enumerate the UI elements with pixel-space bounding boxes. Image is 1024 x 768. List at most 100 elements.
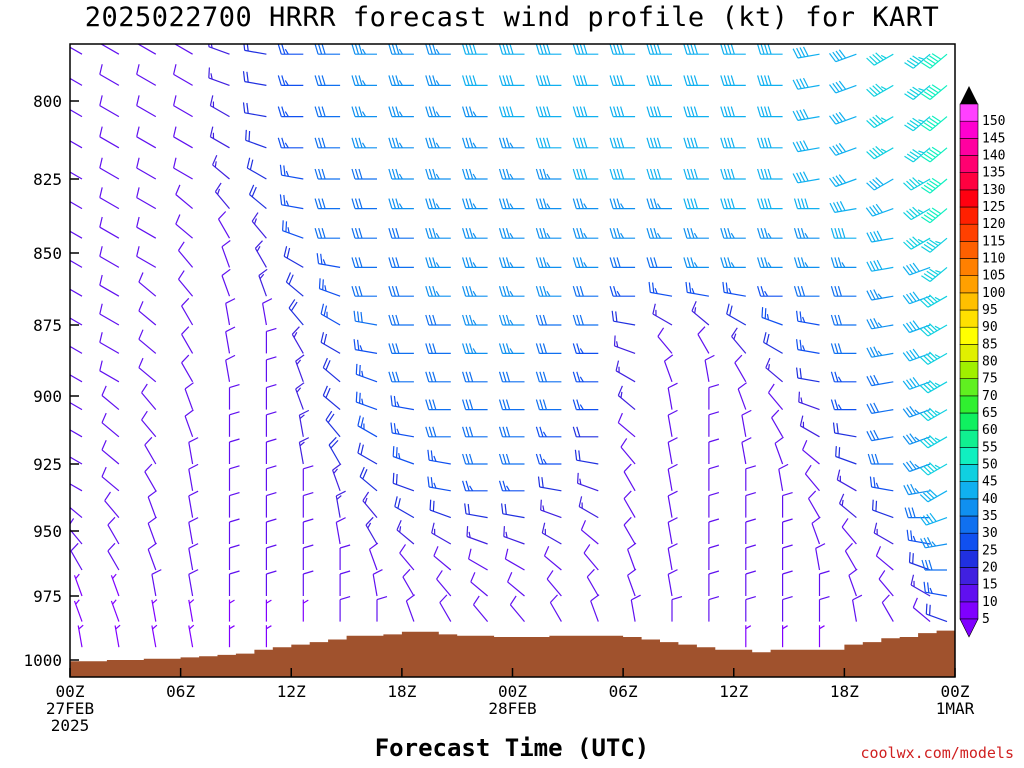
wind-barb (720, 137, 746, 149)
wind-barb (866, 318, 894, 330)
wind-barb (175, 214, 193, 239)
wind-barb (691, 301, 710, 326)
wind-barb (535, 44, 562, 55)
wind-barb (609, 106, 636, 118)
colorbar-cell (959, 292, 979, 311)
wind-barb (70, 230, 83, 239)
colorbar-label: 10 (982, 595, 998, 610)
wind-barb (763, 332, 783, 354)
wind-barb (462, 257, 488, 268)
wind-barb (912, 597, 931, 623)
wind-barb (829, 80, 857, 94)
wind-barb (609, 286, 636, 297)
wind-barb (498, 168, 525, 180)
wind-barb (468, 548, 488, 571)
wind-barb (829, 49, 857, 63)
wind-barb (807, 490, 821, 518)
wind-barb (101, 385, 120, 411)
wind-barb (328, 436, 341, 465)
wind-barb (902, 262, 931, 276)
wind-barb (580, 520, 599, 545)
wind-barb (362, 491, 378, 518)
wind-barb (910, 574, 931, 597)
wind-barb (546, 570, 562, 597)
wind-barb (136, 95, 157, 118)
wind-barb (464, 503, 488, 519)
wind-barb (188, 624, 195, 648)
wind-barb (332, 463, 342, 492)
wind-barb (436, 570, 452, 597)
wind-barb (177, 241, 194, 268)
wind-barb (184, 409, 194, 438)
wind-barb (114, 624, 121, 648)
wind-barb (646, 75, 672, 87)
wind-barb (848, 568, 858, 597)
y-tick-label: 975 (33, 587, 62, 606)
wind-barb (720, 168, 746, 180)
wind-barb (919, 434, 948, 449)
wind-barb (70, 288, 83, 297)
wind-barb (781, 518, 793, 544)
colorbar-cell (959, 189, 979, 208)
wind-barb (462, 343, 488, 354)
colorbar-label: 110 (982, 252, 1005, 267)
wind-barb (745, 544, 756, 570)
wind-barb (70, 77, 83, 86)
wind-barb (683, 228, 709, 239)
wind-barb (498, 106, 525, 118)
wind-barb (351, 75, 377, 87)
wind-barb (498, 137, 525, 149)
wind-barb (903, 206, 931, 221)
wind-barb (652, 303, 673, 326)
wind-barb (925, 603, 948, 623)
wind-barb (498, 399, 525, 411)
wind-barb (902, 433, 931, 445)
wind-barb (246, 157, 267, 180)
wind-barb (646, 228, 672, 239)
wind-barb (919, 379, 948, 394)
wind-barb (902, 320, 931, 334)
wind-barb (830, 286, 857, 297)
wind-barb (613, 335, 636, 354)
colorbar-label: 90 (982, 320, 998, 335)
colorbar-cell (959, 172, 979, 191)
colorbar-label: 105 (982, 269, 1005, 284)
wind-barb (757, 75, 783, 87)
wind-barb (683, 75, 709, 87)
wind-barb (781, 570, 793, 596)
wind-barb (627, 568, 637, 597)
colorbar-cell (959, 223, 979, 242)
colorbar-label: 115 (982, 234, 1005, 249)
wind-barb (765, 357, 783, 383)
wind-barb (731, 327, 747, 354)
wind-barb (498, 44, 525, 55)
wind-barb (498, 286, 525, 297)
wind-barb (265, 327, 277, 354)
wind-barb (583, 544, 599, 571)
wind-barb (498, 228, 525, 239)
wind-barb (351, 286, 377, 297)
wind-barb (866, 230, 894, 243)
wind-barb (535, 198, 562, 210)
wind-barb (254, 240, 267, 268)
wind-barb (904, 507, 931, 519)
x-tick-label: 18Z (830, 682, 859, 701)
wind-barb (830, 343, 857, 354)
terrain-area (70, 628, 955, 677)
colorbar-label: 135 (982, 166, 1005, 181)
wind-barb (314, 228, 341, 239)
wind-barb (609, 198, 636, 210)
wind-barb (838, 493, 857, 519)
colorbar-label: 140 (982, 149, 1005, 164)
wind-barb (429, 499, 452, 519)
wind-barb (572, 343, 599, 354)
wind-barb (792, 77, 820, 90)
wind-barb (866, 52, 894, 66)
wind-barb (829, 201, 857, 213)
wind-barb (919, 351, 948, 365)
wind-barb (372, 569, 383, 597)
wind-barb (720, 257, 746, 268)
wind-barb (683, 168, 709, 180)
colorbar-label: 65 (982, 406, 998, 421)
wind-barb (708, 384, 720, 410)
